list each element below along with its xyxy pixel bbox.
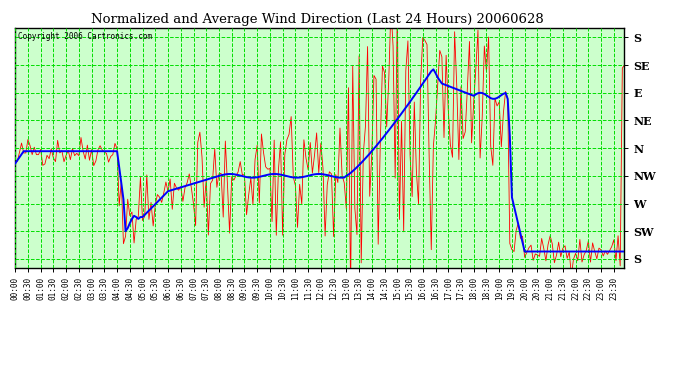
Text: Normalized and Average Wind Direction (Last 24 Hours) 20060628: Normalized and Average Wind Direction (L… [91,13,544,26]
Text: Copyright 2006 Cartronics.com: Copyright 2006 Cartronics.com [18,32,152,41]
